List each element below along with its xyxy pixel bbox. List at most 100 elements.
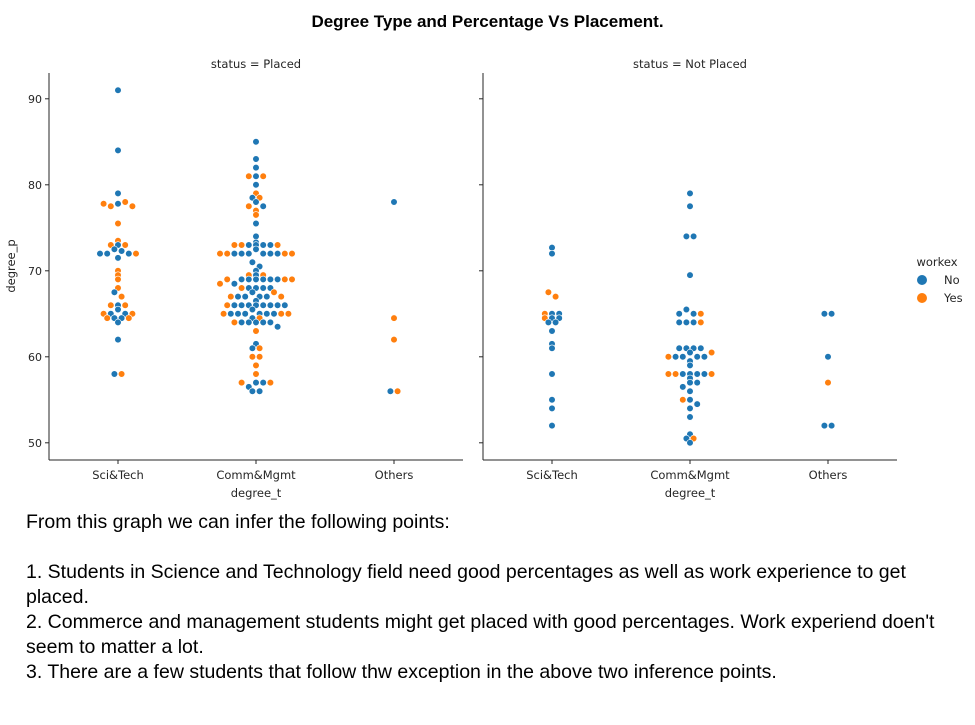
- data-point: [544, 288, 553, 296]
- data-point: [238, 379, 246, 387]
- data-point: [548, 370, 556, 378]
- data-point: [245, 318, 253, 327]
- x-tick-label: Sci&Tech: [526, 468, 578, 482]
- y-axis-label: degree_p: [4, 239, 18, 292]
- data-point: [103, 314, 111, 322]
- data-point: [110, 288, 118, 296]
- data-point: [259, 318, 267, 327]
- data-point: [664, 370, 673, 378]
- data-point: [238, 241, 246, 249]
- data-point: [700, 353, 709, 361]
- data-point: [216, 250, 224, 258]
- data-point: [252, 138, 260, 146]
- data-point: [234, 310, 242, 318]
- data-point: [252, 245, 260, 253]
- notes-point-2: 2. Commerce and management students migh…: [26, 611, 935, 658]
- data-point: [114, 200, 122, 208]
- data-point: [689, 232, 698, 240]
- data-point: [252, 232, 260, 240]
- data-point: [288, 250, 296, 258]
- y-tick-label: 60: [28, 351, 42, 364]
- y-tick-label: 50: [28, 437, 42, 450]
- data-point: [227, 310, 235, 318]
- data-point: [697, 344, 705, 352]
- data-point: [114, 146, 122, 154]
- data-point: [103, 250, 111, 258]
- data-point: [686, 271, 694, 279]
- data-point: [675, 310, 683, 318]
- data-point: [675, 344, 683, 352]
- data-point: [230, 241, 238, 249]
- data-point: [128, 202, 136, 210]
- data-point: [679, 370, 687, 378]
- data-point: [252, 318, 260, 327]
- data-point: [827, 310, 836, 318]
- data-point: [117, 370, 126, 378]
- data-point: [686, 439, 694, 447]
- data-point: [390, 314, 398, 322]
- data-point: [230, 250, 238, 258]
- facet-panel-1: [45, 73, 463, 464]
- data-point: [245, 250, 253, 258]
- data-point: [114, 254, 122, 262]
- data-point: [277, 310, 285, 318]
- data-point: [277, 293, 285, 301]
- data-point: [679, 353, 687, 361]
- data-point: [259, 301, 267, 309]
- data-point: [693, 400, 701, 408]
- data-point: [689, 310, 698, 318]
- data-point: [245, 275, 253, 284]
- data-point: [238, 301, 246, 309]
- data-point: [824, 379, 832, 387]
- data-point: [238, 284, 246, 292]
- data-point: [693, 379, 701, 387]
- data-point: [551, 293, 560, 301]
- data-point: [548, 327, 556, 335]
- data-point: [682, 232, 691, 240]
- facet-title: status = Not Placed: [633, 57, 747, 71]
- data-point: [686, 413, 694, 421]
- data-point: [238, 250, 246, 258]
- data-point: [679, 396, 687, 404]
- data-point: [686, 396, 694, 404]
- facet-title: status = Placed: [211, 57, 301, 71]
- data-point: [707, 370, 716, 378]
- legend-marker-no: [917, 275, 927, 285]
- data-point: [263, 293, 271, 301]
- data-point: [117, 247, 126, 255]
- chart-title: Degree Type and Percentage Vs Placement.: [311, 12, 664, 31]
- data-point: [679, 383, 687, 391]
- data-point: [671, 353, 680, 361]
- data-point: [125, 250, 133, 258]
- data-point: [544, 318, 553, 327]
- data-point: [281, 275, 289, 284]
- data-point: [216, 280, 224, 288]
- data-point: [230, 318, 238, 327]
- x-tick-label: Sci&Tech: [92, 468, 144, 482]
- x-tick-label: Others: [375, 468, 414, 482]
- inference-notes: From this graph we can infer the followi…: [26, 510, 956, 685]
- data-point: [263, 310, 271, 318]
- data-point: [827, 422, 836, 430]
- data-point: [121, 241, 129, 249]
- data-point: [241, 310, 249, 318]
- notes-intro: From this graph we can infer the followi…: [26, 511, 450, 533]
- data-point: [682, 318, 691, 327]
- data-point: [686, 202, 694, 210]
- data-point: [686, 387, 694, 395]
- data-point: [256, 387, 264, 395]
- data-point: [548, 396, 556, 404]
- data-point: [686, 348, 694, 357]
- data-point: [270, 288, 278, 296]
- data-point: [548, 422, 556, 430]
- data-point: [693, 353, 701, 361]
- data-point: [96, 250, 104, 258]
- data-point: [248, 344, 256, 352]
- x-axis-label: degree_t: [665, 486, 716, 500]
- data-point: [252, 361, 260, 370]
- data-point: [697, 318, 705, 327]
- data-point: [223, 275, 231, 284]
- data-point: [288, 275, 296, 284]
- data-point: [266, 250, 275, 258]
- data-point: [266, 275, 275, 284]
